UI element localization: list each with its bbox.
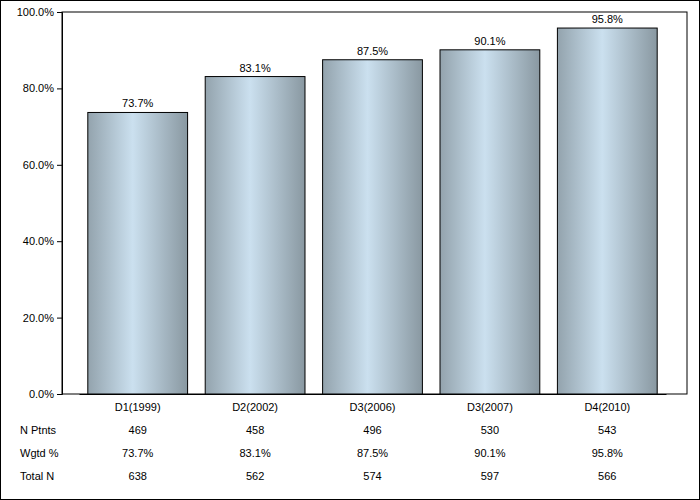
data-label: 83.1% — [239, 62, 270, 74]
data-label: 90.1% — [474, 35, 505, 47]
y-tick-label: 60.0% — [23, 159, 54, 171]
table-cell: 458 — [246, 424, 264, 436]
table-row-label: N Ptnts — [20, 424, 57, 436]
y-tick-mark — [57, 318, 62, 319]
x-tick-label: D3(2007) — [467, 401, 513, 413]
y-tick: 80.0% — [23, 82, 62, 94]
x-tick-label: D3(2006) — [350, 401, 396, 413]
y-axis: 0.0% 20.0% 40.0% 60.0% 80.0% 100.0% — [17, 6, 63, 400]
y-tick-mark — [57, 12, 62, 13]
y-tick-label: 100.0% — [17, 6, 55, 18]
table-cell: 90.1% — [474, 447, 505, 459]
x-tick: D3(2007) — [467, 394, 513, 413]
table-cell: 597 — [481, 470, 499, 482]
table-cell: 543 — [598, 424, 616, 436]
y-tick-mark — [57, 241, 62, 242]
table-cell: 469 — [129, 424, 147, 436]
x-tick: D1(1999) — [115, 394, 161, 413]
chart: 73.7% 83.1% 87.5% 90.1% 95.8% 0.0% 20.0% 40.0% 6… — [0, 0, 700, 500]
y-tick-label: 80.0% — [23, 82, 54, 94]
table-cell: 73.7% — [122, 447, 153, 459]
table-cell: 496 — [363, 424, 381, 436]
x-tick-label: D1(1999) — [115, 401, 161, 413]
bar — [323, 60, 423, 394]
x-axis: D1(1999) D2(2002) D3(2006) D3(2007) D4(2010) — [80, 394, 667, 413]
y-tick-label: 40.0% — [23, 235, 54, 247]
table-cell: 83.1% — [239, 447, 270, 459]
y-tick-label: 0.0% — [29, 388, 54, 400]
data-label: 87.5% — [357, 45, 388, 57]
data-labels: 73.7% 83.1% 87.5% 90.1% 95.8% — [122, 13, 623, 109]
bar — [557, 28, 657, 394]
y-tick: 0.0% — [29, 388, 62, 400]
bars — [88, 28, 657, 394]
y-tick-mark — [57, 88, 62, 89]
table-cell: 87.5% — [357, 447, 388, 459]
data-label: 95.8% — [592, 13, 623, 25]
table-row-label: Wgtd % — [20, 447, 59, 459]
table-cell: 566 — [598, 470, 616, 482]
x-tick: D4(2010) — [584, 394, 630, 413]
y-tick-mark — [57, 394, 62, 395]
outer-border — [1, 1, 700, 500]
table-cell: 95.8% — [592, 447, 623, 459]
bar — [205, 77, 305, 394]
table-row-label: Total N — [20, 470, 54, 482]
y-tick: 40.0% — [23, 235, 62, 247]
y-axis-line — [57, 13, 63, 395]
table-cell: 562 — [246, 470, 264, 482]
y-tick-mark — [57, 165, 62, 166]
data-label: 73.7% — [122, 97, 153, 109]
bar — [440, 50, 540, 394]
y-tick: 60.0% — [23, 159, 62, 171]
x-axis-line — [80, 394, 667, 395]
table-cell: 574 — [363, 470, 381, 482]
table-cell: 530 — [481, 424, 499, 436]
x-tick: D2(2002) — [232, 394, 278, 413]
y-tick: 20.0% — [23, 312, 62, 324]
bar — [88, 112, 188, 394]
x-tick-label: D4(2010) — [584, 401, 630, 413]
plot-frame — [62, 12, 687, 394]
x-tick-label: D2(2002) — [232, 401, 278, 413]
y-tick: 100.0% — [17, 6, 62, 18]
x-tick: D3(2006) — [350, 394, 396, 413]
stats-table: N Ptnts 469 458 496 530 543 Wgtd % 73.7% 83.1% 87… — [20, 424, 623, 482]
y-tick-label: 20.0% — [23, 312, 54, 324]
table-cell: 638 — [129, 470, 147, 482]
